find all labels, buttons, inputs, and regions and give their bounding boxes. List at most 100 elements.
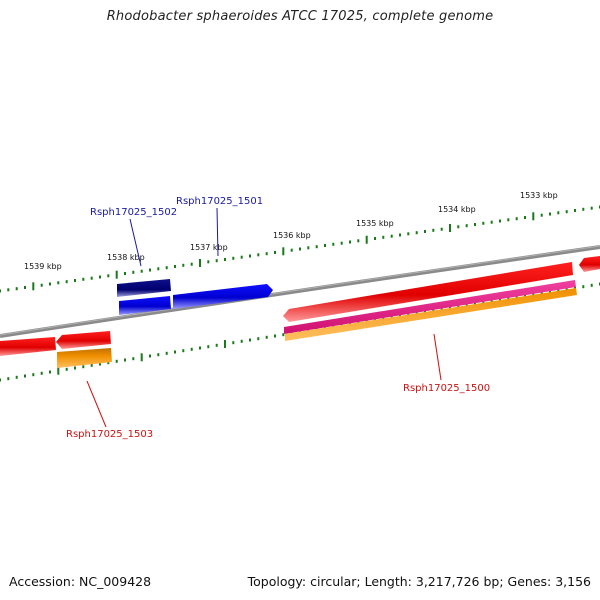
major-tick	[32, 282, 35, 291]
minor-tick	[224, 258, 226, 261]
tick-label-1536: 1536 kbp	[273, 231, 311, 240]
label-rsph17025-1503[interactable]: Rsph17025_1503	[66, 429, 153, 440]
minor-tick	[474, 223, 476, 226]
gene-left-edge[interactable]	[0, 337, 56, 356]
minor-tick	[424, 230, 426, 233]
minor-tick	[49, 282, 51, 286]
minor-tick	[232, 256, 235, 260]
minor-tick	[590, 206, 593, 210]
minor-tick	[74, 366, 76, 370]
map-title: Rhodobacter sphaeroides ATCC 17025, comp…	[106, 9, 494, 24]
minor-tick	[115, 359, 118, 363]
minor-tick	[240, 339, 243, 343]
minor-tick	[82, 365, 85, 369]
minor-tick	[307, 246, 310, 250]
minor-tick	[215, 343, 218, 347]
tick-label-1535: 1535 kbp	[356, 219, 394, 228]
minor-tick	[407, 232, 410, 236]
major-tick	[282, 247, 285, 256]
outer-tick-track	[0, 205, 600, 293]
minor-tick	[182, 349, 185, 353]
minor-tick	[440, 227, 443, 231]
minor-tick	[374, 237, 376, 240]
minor-tick	[90, 363, 93, 367]
minor-tick	[99, 362, 101, 366]
tick-label-1534: 1534 kbp	[438, 205, 476, 214]
minor-tick	[232, 341, 235, 345]
minor-tick	[332, 242, 335, 246]
minor-tick	[0, 289, 1, 293]
minor-tick	[390, 234, 393, 238]
minor-tick	[524, 216, 526, 219]
minor-tick	[107, 274, 110, 278]
minor-tick	[507, 297, 510, 301]
minor-tick	[549, 212, 551, 216]
genome-summary-text: Topology: circular; Length: 3,217,726 bp…	[247, 574, 591, 589]
label-rsph17025-1502[interactable]: Rsph17025_1502	[90, 207, 177, 218]
major-tick	[57, 366, 60, 375]
minor-tick	[257, 337, 260, 341]
minor-tick	[265, 335, 268, 339]
minor-tick	[199, 346, 201, 350]
minor-tick	[315, 245, 318, 249]
gene-rsph17025-1501[interactable]	[173, 284, 273, 309]
minor-tick	[190, 347, 193, 351]
major-tick	[365, 235, 368, 244]
major-tick	[449, 224, 451, 232]
minor-tick	[207, 260, 210, 264]
minor-tick	[157, 267, 160, 271]
label-rsph17025-1500[interactable]: Rsph17025_1500	[403, 383, 490, 394]
minor-tick	[590, 283, 593, 287]
minor-tick	[340, 241, 343, 245]
minor-tick	[482, 221, 485, 225]
gene-rsph17025-1502-gene[interactable]	[119, 296, 171, 315]
minor-tick	[165, 351, 168, 355]
minor-tick	[274, 251, 276, 254]
gene-rsph17025-1503-cds[interactable]	[57, 348, 112, 368]
minor-tick	[349, 240, 351, 244]
leader-rsph17025-1501	[216, 207, 219, 257]
minor-tick	[190, 262, 193, 266]
minor-tick	[74, 279, 76, 282]
gene-rsph17025-1502-cds[interactable]	[117, 279, 171, 297]
tick-label-1533: 1533 kbp	[520, 191, 558, 200]
minor-tick	[40, 283, 43, 287]
minor-tick	[165, 266, 168, 270]
minor-tick	[24, 374, 26, 378]
minor-tick	[549, 290, 551, 294]
minor-tick	[324, 244, 326, 247]
minor-tick	[15, 375, 18, 379]
gene-rsph17025-1503-gene[interactable]	[56, 331, 111, 349]
minor-tick	[515, 295, 518, 299]
minor-tick	[382, 235, 385, 239]
minor-tick	[415, 231, 418, 235]
minor-tick	[249, 338, 251, 342]
minor-tick	[40, 371, 43, 375]
minor-tick	[15, 287, 18, 291]
minor-tick	[140, 269, 143, 273]
major-tick	[224, 340, 226, 348]
minor-tick	[557, 211, 560, 215]
minor-tick	[490, 220, 493, 224]
minor-tick	[149, 354, 151, 358]
minor-tick	[215, 259, 218, 263]
gene-right-edge[interactable]	[579, 256, 600, 272]
minor-tick	[32, 373, 35, 377]
minor-tick	[565, 287, 568, 291]
minor-tick	[282, 333, 285, 337]
minor-tick	[299, 247, 301, 251]
minor-tick	[65, 280, 68, 284]
gene-rsph17025-1500-cds[interactable]	[285, 288, 577, 341]
minor-tick	[499, 298, 501, 302]
minor-tick	[265, 252, 268, 256]
minor-tick	[357, 239, 360, 243]
leader-rsph17025-1502	[129, 218, 142, 267]
major-tick	[199, 259, 201, 267]
tick-label-1538: 1538 kbp	[107, 253, 145, 262]
gene-rsph17025-1500-gene[interactable]	[283, 262, 573, 322]
minor-tick	[540, 291, 543, 295]
minor-tick	[65, 367, 68, 371]
gene-rsph17025-1500-mrna[interactable]	[284, 280, 576, 334]
label-rsph17025-1501[interactable]: Rsph17025_1501	[176, 196, 263, 207]
